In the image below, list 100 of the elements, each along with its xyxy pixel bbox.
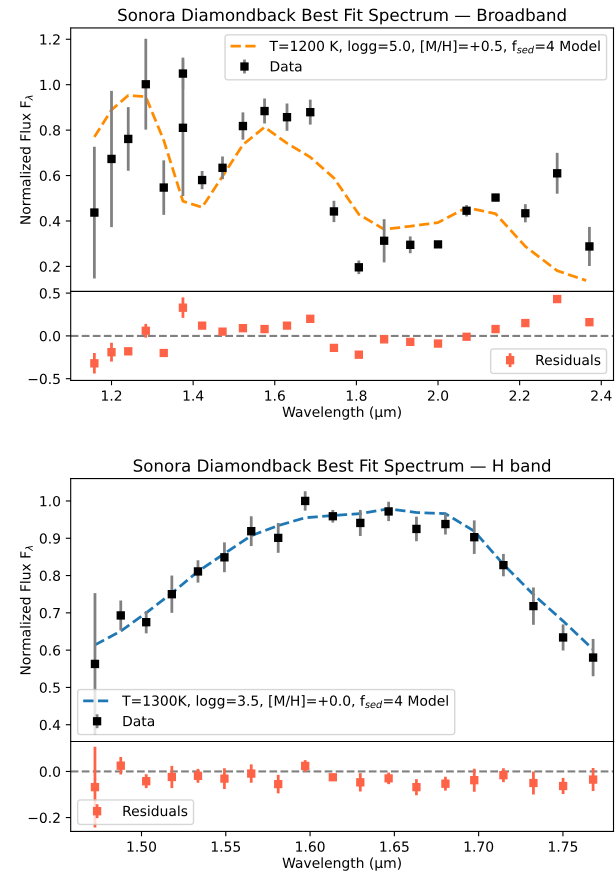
point xyxy=(434,339,442,348)
point xyxy=(558,782,568,790)
chart-title: Sonora Diamondback Best Fit Spectrum — Broadband xyxy=(118,8,566,24)
point xyxy=(247,527,256,536)
point xyxy=(160,348,168,358)
point xyxy=(558,633,568,642)
x-tick-label: 1.75 xyxy=(548,842,578,852)
point xyxy=(412,524,421,534)
point xyxy=(306,314,314,323)
point xyxy=(124,347,132,356)
point xyxy=(491,193,500,202)
point xyxy=(529,778,538,788)
x-tick-label: 1.4 xyxy=(184,390,204,401)
point xyxy=(588,653,598,662)
point xyxy=(529,602,538,610)
x-tick-label: 1.2 xyxy=(102,390,122,401)
y-axis-title: Normalized Flux F$_{λ}$ xyxy=(20,546,33,674)
y-tick-label: 1.0 xyxy=(40,80,60,90)
legend-label: Residuals xyxy=(536,354,600,366)
point xyxy=(198,321,206,330)
point xyxy=(384,507,393,516)
point xyxy=(220,774,229,783)
point xyxy=(553,294,562,304)
point xyxy=(198,176,206,184)
y-tick-label: 0.6 xyxy=(40,645,60,656)
point xyxy=(218,164,227,172)
x-tick-label: 1.60 xyxy=(296,841,325,852)
point xyxy=(384,774,393,783)
point xyxy=(354,350,363,359)
x-tick-label: 1.65 xyxy=(380,841,409,852)
point xyxy=(90,208,99,217)
point xyxy=(330,207,338,216)
x-axis-title: Wavelength (μm) xyxy=(282,857,401,871)
point xyxy=(247,769,256,778)
y-axis-title: Normalized Flux F$_{λ}$ xyxy=(20,96,33,224)
y-tick-label: 0.6 xyxy=(40,170,60,182)
x-tick-label: 1.6 xyxy=(265,390,285,401)
x-tick-label: 1.55 xyxy=(212,842,240,852)
point xyxy=(301,496,310,506)
point xyxy=(380,236,388,245)
point xyxy=(218,327,227,336)
point xyxy=(306,108,314,116)
legend-label: Data xyxy=(123,716,154,726)
point xyxy=(142,618,150,626)
point xyxy=(142,80,150,88)
point xyxy=(178,303,188,312)
point xyxy=(90,782,100,792)
y-tick-label: 0.0 xyxy=(40,330,60,342)
point xyxy=(301,762,310,770)
point xyxy=(588,775,598,784)
chart-title: Sonora Diamondback Best Fit Spectrum — H band xyxy=(134,458,550,476)
x-tick-label: 2.0 xyxy=(428,390,448,401)
point xyxy=(499,770,508,780)
y-tick-label: 0.8 xyxy=(40,125,60,136)
point xyxy=(116,762,125,770)
point xyxy=(142,776,150,786)
y-tick-label: 0.8 xyxy=(40,570,60,582)
legend-label: T=1200 K, logg=5.0, [M/H]=+0.5, f$_{sed}$=4 Model xyxy=(269,40,600,54)
point xyxy=(328,512,337,520)
point xyxy=(282,321,292,330)
point xyxy=(260,324,269,334)
point xyxy=(441,520,450,528)
x-tick-label: 1.70 xyxy=(464,841,494,852)
x-tick-label: 1.50 xyxy=(128,841,156,852)
y-tick-label: 0.9 xyxy=(40,533,60,544)
point xyxy=(470,776,478,784)
y-tick-label: 1.2 xyxy=(40,34,60,45)
point xyxy=(142,326,150,335)
point xyxy=(178,124,188,132)
x-tick-label: 2.2 xyxy=(510,390,530,401)
point xyxy=(124,134,132,144)
point xyxy=(330,344,338,352)
point xyxy=(585,318,594,326)
point xyxy=(282,113,292,122)
legend-label: Data xyxy=(270,61,302,72)
y-tick-label: 0.4 xyxy=(40,720,60,730)
point xyxy=(521,209,530,218)
line-series xyxy=(94,507,594,651)
y-tick-label: −0.5 xyxy=(28,374,60,384)
point xyxy=(499,560,508,570)
point xyxy=(178,69,188,78)
point xyxy=(168,590,176,598)
point xyxy=(194,567,202,576)
point xyxy=(238,122,248,130)
point xyxy=(274,780,282,788)
point xyxy=(356,518,364,528)
point xyxy=(90,660,100,668)
point xyxy=(585,242,594,251)
point xyxy=(434,240,442,249)
y-tick-label: 0.5 xyxy=(40,288,60,299)
point xyxy=(90,359,99,368)
point xyxy=(462,332,471,341)
point xyxy=(107,348,116,356)
y-tick-label: 0.4 xyxy=(40,216,60,226)
point xyxy=(220,553,229,562)
point xyxy=(238,324,248,332)
point xyxy=(356,778,364,786)
legend-label: Residuals xyxy=(123,805,188,816)
point xyxy=(260,106,269,116)
point xyxy=(553,169,562,178)
